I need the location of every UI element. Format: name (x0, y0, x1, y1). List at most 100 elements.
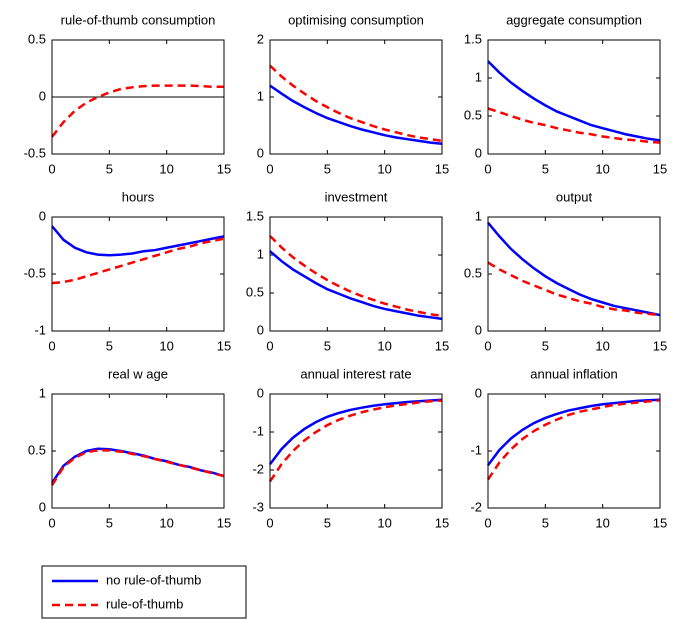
axes-box (269, 393, 443, 509)
x-tick-label: 15 (653, 161, 667, 176)
subplot-title: real w age (108, 366, 168, 381)
x-tick-label: 10 (595, 338, 609, 353)
series-line (51, 237, 225, 285)
y-tick-label: -3 (252, 499, 264, 514)
series-line (51, 84, 224, 138)
y-tick-label: 0 (475, 322, 482, 337)
series-line (487, 261, 661, 317)
y-tick-label: 1 (257, 246, 264, 261)
axes-box (51, 216, 225, 332)
x-tick-label: 5 (542, 338, 549, 353)
x-tick-label: 0 (484, 515, 491, 530)
x-tick-label: 10 (377, 515, 391, 530)
subplot-title: optimising consumption (288, 12, 424, 27)
x-tick-label: 0 (266, 161, 273, 176)
subplot-title: investment (325, 189, 388, 204)
x-tick-label: 0 (484, 338, 491, 353)
x-tick-label: 5 (324, 515, 331, 530)
x-tick-label: 0 (266, 515, 273, 530)
y-tick-label: 2 (257, 31, 264, 46)
x-tick-label: 0 (484, 161, 491, 176)
subplot-title: rule-of-thumb consumption (61, 12, 216, 27)
y-tick-label: -2 (252, 461, 264, 476)
x-tick-label: 5 (324, 338, 331, 353)
x-tick-label: 15 (217, 161, 231, 176)
y-tick-label: 0 (257, 145, 264, 160)
legend-box (41, 565, 247, 619)
axes-box (487, 216, 661, 332)
series-line (487, 221, 661, 317)
y-tick-label: 0 (39, 499, 46, 514)
plot-area (488, 217, 660, 331)
y-tick-label: 0.5 (28, 442, 46, 457)
y-tick-label: 1.5 (464, 31, 482, 46)
plot-area (52, 217, 224, 331)
series-line (269, 250, 443, 321)
plot-area (270, 394, 442, 508)
x-tick-label: 0 (48, 515, 55, 530)
y-tick-label: 0.5 (464, 265, 482, 280)
y-tick-label: 0.5 (464, 107, 482, 122)
y-tick-label: -1 (252, 423, 264, 438)
y-tick-label: 0 (475, 145, 482, 160)
plot-area (488, 394, 660, 508)
plot-area (270, 217, 442, 331)
y-tick-label: 0 (257, 385, 264, 400)
series-line (50, 449, 225, 486)
x-tick-label: 5 (106, 161, 113, 176)
series-line (486, 399, 661, 481)
subplot-title: annual inflation (530, 366, 617, 381)
x-tick-label: 10 (595, 161, 609, 176)
subplot-title: aggregate consumption (506, 12, 642, 27)
subplot-title: annual interest rate (300, 366, 411, 381)
y-tick-label: 1 (475, 208, 482, 223)
x-tick-label: 15 (217, 515, 231, 530)
y-tick-label: 1 (39, 385, 46, 400)
x-tick-label: 15 (435, 161, 449, 176)
series-line (269, 235, 443, 318)
series-line (269, 84, 443, 145)
x-tick-label: 10 (595, 515, 609, 530)
subplot-title: hours (122, 189, 155, 204)
axes-box (269, 39, 443, 155)
subplot-title: output (556, 189, 593, 204)
x-tick-label: 10 (159, 338, 173, 353)
y-tick-label: 0 (39, 208, 46, 223)
axes-box (51, 393, 225, 509)
x-tick-label: 15 (653, 338, 667, 353)
series-line (268, 399, 443, 483)
x-tick-label: 15 (435, 338, 449, 353)
y-tick-label: 1 (257, 88, 264, 103)
x-tick-label: 0 (48, 161, 55, 176)
y-tick-label: -1 (470, 442, 482, 457)
y-tick-label: -0.5 (24, 265, 46, 280)
axes-box (487, 39, 661, 155)
y-tick-label: 0 (257, 322, 264, 337)
x-tick-label: 5 (324, 161, 331, 176)
x-tick-label: 10 (159, 515, 173, 530)
x-tick-label: 5 (542, 161, 549, 176)
x-tick-label: 15 (435, 515, 449, 530)
plot-area (270, 40, 442, 154)
y-tick-label: 0 (39, 88, 46, 103)
series-line (269, 398, 443, 466)
y-tick-label: 0 (475, 385, 482, 400)
y-tick-label: 1.5 (246, 208, 264, 223)
y-tick-label: 0.5 (246, 284, 264, 299)
x-tick-label: 15 (653, 515, 667, 530)
x-tick-label: 5 (106, 338, 113, 353)
series-line (486, 398, 661, 466)
y-tick-label: -1 (34, 322, 46, 337)
y-tick-label: -2 (470, 499, 482, 514)
plot-area (52, 394, 224, 508)
axes-box (487, 393, 661, 509)
y-tick-label: -0.5 (24, 145, 46, 160)
legend-label: rule-of-thumb (106, 596, 183, 611)
x-tick-label: 15 (217, 338, 231, 353)
x-tick-label: 0 (48, 338, 55, 353)
series-line (51, 225, 225, 257)
x-tick-label: 5 (106, 515, 113, 530)
x-tick-label: 0 (266, 338, 273, 353)
x-tick-label: 10 (159, 161, 173, 176)
